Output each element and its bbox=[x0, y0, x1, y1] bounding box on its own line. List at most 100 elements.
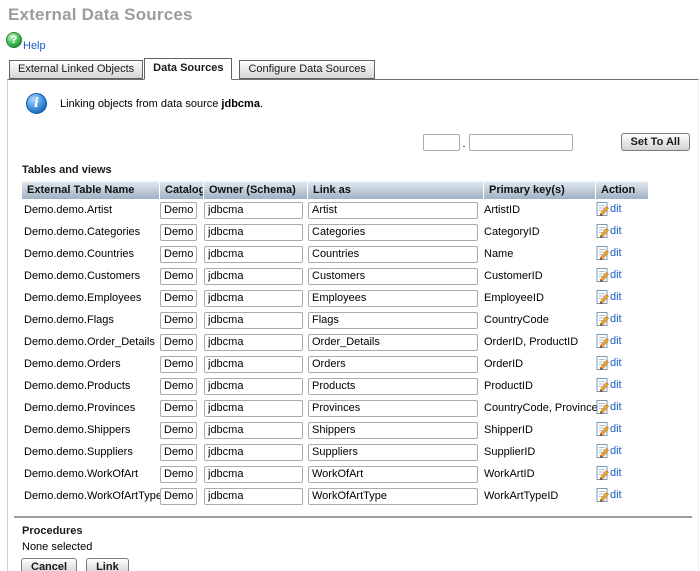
edit-icon[interactable] bbox=[596, 334, 610, 348]
catalog-input[interactable] bbox=[160, 488, 197, 505]
catalog-input[interactable] bbox=[160, 400, 197, 417]
edit-link-label[interactable]: dit bbox=[610, 423, 622, 435]
external-table-name: Demo.demo.Artist bbox=[22, 204, 160, 216]
link-as-input[interactable] bbox=[308, 224, 478, 241]
owner-input[interactable] bbox=[204, 334, 303, 351]
link-as-input[interactable] bbox=[308, 202, 478, 219]
edit-link[interactable]: dit bbox=[596, 268, 622, 282]
link-as-input[interactable] bbox=[308, 312, 478, 329]
edit-link[interactable]: dit bbox=[596, 400, 622, 414]
edit-link[interactable]: dit bbox=[596, 488, 622, 502]
edit-link-label[interactable]: dit bbox=[610, 357, 622, 369]
link-as-input[interactable] bbox=[308, 246, 478, 263]
edit-icon[interactable] bbox=[596, 202, 610, 216]
help-icon[interactable]: ? bbox=[6, 32, 22, 48]
catalog-input[interactable] bbox=[160, 290, 197, 307]
edit-icon[interactable] bbox=[596, 422, 610, 436]
info-icon: i bbox=[26, 93, 47, 114]
owner-input[interactable] bbox=[204, 400, 303, 417]
catalog-input[interactable] bbox=[160, 224, 197, 241]
edit-link-label[interactable]: dit bbox=[610, 225, 622, 237]
edit-link-label[interactable]: dit bbox=[610, 335, 622, 347]
catalog-input[interactable] bbox=[160, 334, 197, 351]
catalog-input[interactable] bbox=[160, 246, 197, 263]
edit-link[interactable]: dit bbox=[596, 444, 622, 458]
edit-link[interactable]: dit bbox=[596, 246, 622, 260]
link-as-input[interactable] bbox=[308, 334, 478, 351]
link-button[interactable]: Link bbox=[86, 558, 129, 571]
link-as-input[interactable] bbox=[308, 290, 478, 307]
edit-link[interactable]: dit bbox=[596, 422, 622, 436]
link-as-input[interactable] bbox=[308, 400, 478, 417]
edit-link-label[interactable]: dit bbox=[610, 247, 622, 259]
owner-input[interactable] bbox=[204, 466, 303, 483]
owner-input[interactable] bbox=[204, 378, 303, 395]
help-label[interactable]: Help bbox=[23, 40, 46, 52]
catalog-input[interactable] bbox=[160, 422, 197, 439]
owner-input[interactable] bbox=[204, 202, 303, 219]
owner-input[interactable] bbox=[204, 224, 303, 241]
catalog-input[interactable] bbox=[160, 444, 197, 461]
tab-external-linked-objects[interactable]: External Linked Objects bbox=[9, 60, 143, 79]
edit-link-label[interactable]: dit bbox=[610, 445, 622, 457]
edit-icon[interactable] bbox=[596, 246, 610, 260]
link-as-input[interactable] bbox=[308, 444, 478, 461]
link-as-input[interactable] bbox=[308, 356, 478, 373]
edit-link[interactable]: dit bbox=[596, 378, 622, 392]
tab-configure-data-sources[interactable]: Configure Data Sources bbox=[239, 60, 374, 79]
catalog-input[interactable] bbox=[160, 356, 197, 373]
cancel-button[interactable]: Cancel bbox=[21, 558, 77, 571]
edit-link-label[interactable]: dit bbox=[610, 467, 622, 479]
edit-link[interactable]: dit bbox=[596, 290, 622, 304]
table-row: Demo.demo.Categories CategoryID dit bbox=[22, 221, 648, 243]
edit-link[interactable]: dit bbox=[596, 202, 622, 216]
owner-input[interactable] bbox=[204, 268, 303, 285]
owner-input[interactable] bbox=[204, 422, 303, 439]
link-as-input[interactable] bbox=[308, 268, 478, 285]
link-as-input[interactable] bbox=[308, 488, 478, 505]
owner-input[interactable] bbox=[204, 246, 303, 263]
edit-icon[interactable] bbox=[596, 400, 610, 414]
edit-icon[interactable] bbox=[596, 312, 610, 326]
edit-link-label[interactable]: dit bbox=[610, 489, 622, 501]
edit-link-label[interactable]: dit bbox=[610, 379, 622, 391]
edit-icon[interactable] bbox=[596, 268, 610, 282]
link-as-input[interactable] bbox=[308, 378, 478, 395]
catalog-input[interactable] bbox=[160, 268, 197, 285]
edit-link-label[interactable]: dit bbox=[610, 269, 622, 281]
set-all-catalog-input[interactable] bbox=[423, 134, 460, 151]
owner-input[interactable] bbox=[204, 356, 303, 373]
edit-link[interactable]: dit bbox=[596, 466, 622, 480]
edit-link-label[interactable]: dit bbox=[610, 291, 622, 303]
catalog-input[interactable] bbox=[160, 202, 197, 219]
table-row: Demo.demo.Employees EmployeeID dit bbox=[22, 287, 648, 309]
edit-icon[interactable] bbox=[596, 378, 610, 392]
help-link[interactable]: ? Help bbox=[6, 30, 700, 52]
edit-icon[interactable] bbox=[596, 466, 610, 480]
edit-link[interactable]: dit bbox=[596, 334, 622, 348]
catalog-input[interactable] bbox=[160, 466, 197, 483]
link-as-input[interactable] bbox=[308, 422, 478, 439]
set-to-all-button[interactable]: Set To All bbox=[621, 133, 691, 151]
edit-link[interactable]: dit bbox=[596, 224, 622, 238]
edit-icon[interactable] bbox=[596, 488, 610, 502]
owner-input[interactable] bbox=[204, 488, 303, 505]
edit-link-label[interactable]: dit bbox=[610, 203, 622, 215]
tab-data-sources[interactable]: Data Sources bbox=[144, 58, 232, 80]
edit-link[interactable]: dit bbox=[596, 312, 622, 326]
primary-keys: CountryCode, Province bbox=[484, 402, 596, 414]
owner-input[interactable] bbox=[204, 312, 303, 329]
edit-icon[interactable] bbox=[596, 224, 610, 238]
catalog-input[interactable] bbox=[160, 378, 197, 395]
edit-link-label[interactable]: dit bbox=[610, 401, 622, 413]
edit-icon[interactable] bbox=[596, 356, 610, 370]
edit-icon[interactable] bbox=[596, 444, 610, 458]
set-all-owner-input[interactable] bbox=[469, 134, 573, 151]
owner-input[interactable] bbox=[204, 444, 303, 461]
edit-icon[interactable] bbox=[596, 290, 610, 304]
link-as-input[interactable] bbox=[308, 466, 478, 483]
edit-link[interactable]: dit bbox=[596, 356, 622, 370]
owner-input[interactable] bbox=[204, 290, 303, 307]
edit-link-label[interactable]: dit bbox=[610, 313, 622, 325]
catalog-input[interactable] bbox=[160, 312, 197, 329]
